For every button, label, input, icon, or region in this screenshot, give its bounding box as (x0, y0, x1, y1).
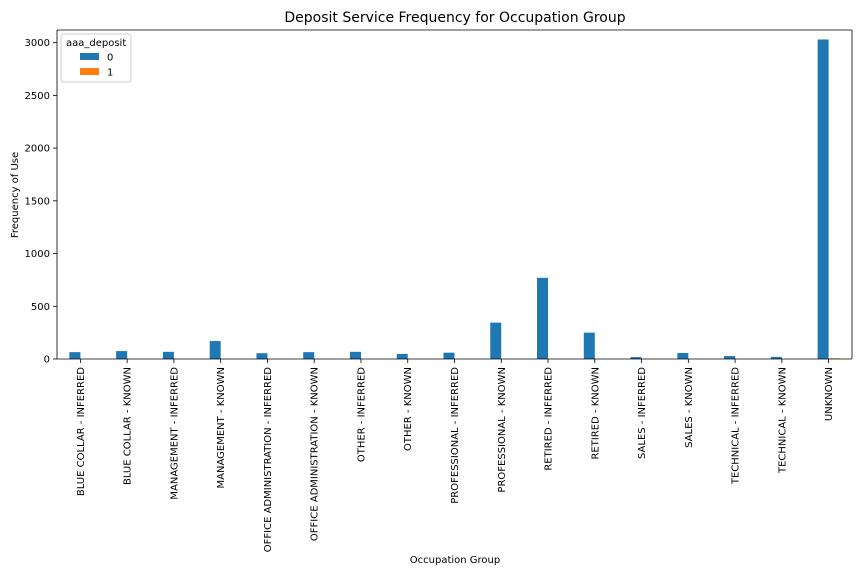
x-tick-label-7: OTHER - KNOWN (403, 367, 414, 451)
x-tick-label-11: RETIRED - KNOWN (590, 367, 601, 460)
x-tick-label-13: SALES - KNOWN (684, 367, 695, 448)
x-tick-label-12: SALES - INFERRED (637, 367, 648, 459)
legend: aaa_deposit 01 (60, 33, 132, 83)
bar-series-0-11 (583, 332, 595, 359)
chart-title: Deposit Service Frequency for Occupation… (284, 10, 625, 26)
bar-series-0-7 (396, 353, 408, 359)
x-tick-label-0: BLUE COLLAR - INFERRED (76, 367, 87, 496)
y-axis-title: Frequency of Use (10, 152, 21, 238)
bar-series-0-12 (630, 357, 642, 359)
x-tick-label-1: BLUE COLLAR - KNOWN (123, 367, 134, 485)
x-tick-label-6: OTHER - INFERRED (356, 367, 367, 462)
x-axis-title: Occupation Group (410, 555, 500, 566)
x-tick-label-9: PROFESSIONAL - KNOWN (497, 367, 508, 493)
bar-series-0-5 (303, 352, 315, 359)
x-tick-label-3: MANAGEMENT - KNOWN (216, 367, 227, 488)
x-tick-label-4: OFFICE ADMINISTRATION - INFERRED (263, 367, 274, 553)
x-tick-label-8: PROFESSIONAL - INFERRED (450, 367, 461, 504)
bar-series-0-0 (69, 352, 81, 359)
bar-series-0-8 (443, 352, 455, 359)
x-tick-label-5: OFFICE ADMINISTRATION - KNOWN (310, 367, 321, 541)
bar-series-0-13 (677, 352, 689, 359)
y-tick-label-5: 2500 (25, 91, 50, 102)
bar-series-0-2 (162, 351, 174, 359)
y-tick-label-4: 2000 (25, 144, 50, 155)
bar-series-0-9 (490, 322, 502, 359)
bar-series-0-10 (537, 277, 549, 359)
x-tick-label-15: TECHNICAL - KNOWN (777, 367, 788, 474)
bars-layer (69, 39, 840, 360)
x-tick-label-16: UNKNOWN (824, 367, 835, 421)
legend-title: aaa_deposit (66, 38, 126, 49)
bar-series-0-15 (770, 356, 782, 359)
legend-swatch-1 (80, 68, 99, 75)
legend-entries: 01 (80, 53, 113, 79)
x-axis: BLUE COLLAR - INFERRED BLUE COLLAR - KNOW… (76, 359, 835, 552)
y-axis: 0 500 1000 1500 2000 2500 3000 (25, 38, 57, 366)
legend-swatch-0 (80, 53, 99, 60)
x-tick-label-10: RETIRED - INFERRED (544, 367, 555, 471)
legend-label-1: 1 (107, 68, 113, 79)
y-tick-label-1: 500 (31, 302, 50, 313)
bar-series-0-14 (724, 356, 736, 359)
bar-series-0-16 (817, 39, 829, 360)
bar-series-0-6 (349, 351, 361, 359)
bar-series-0-3 (209, 341, 221, 359)
legend-label-0: 0 (107, 53, 113, 64)
y-tick-label-3: 1500 (25, 196, 50, 207)
x-tick-label-14: TECHNICAL - INFERRED (731, 367, 742, 485)
y-tick-label-0: 0 (44, 355, 50, 366)
bar-series-0-1 (116, 351, 128, 359)
x-tick-label-2: MANAGEMENT - INFERRED (169, 367, 180, 500)
y-tick-label-2: 1000 (25, 249, 50, 260)
bar-series-0-4 (256, 353, 268, 359)
y-tick-label-6: 3000 (25, 38, 50, 49)
